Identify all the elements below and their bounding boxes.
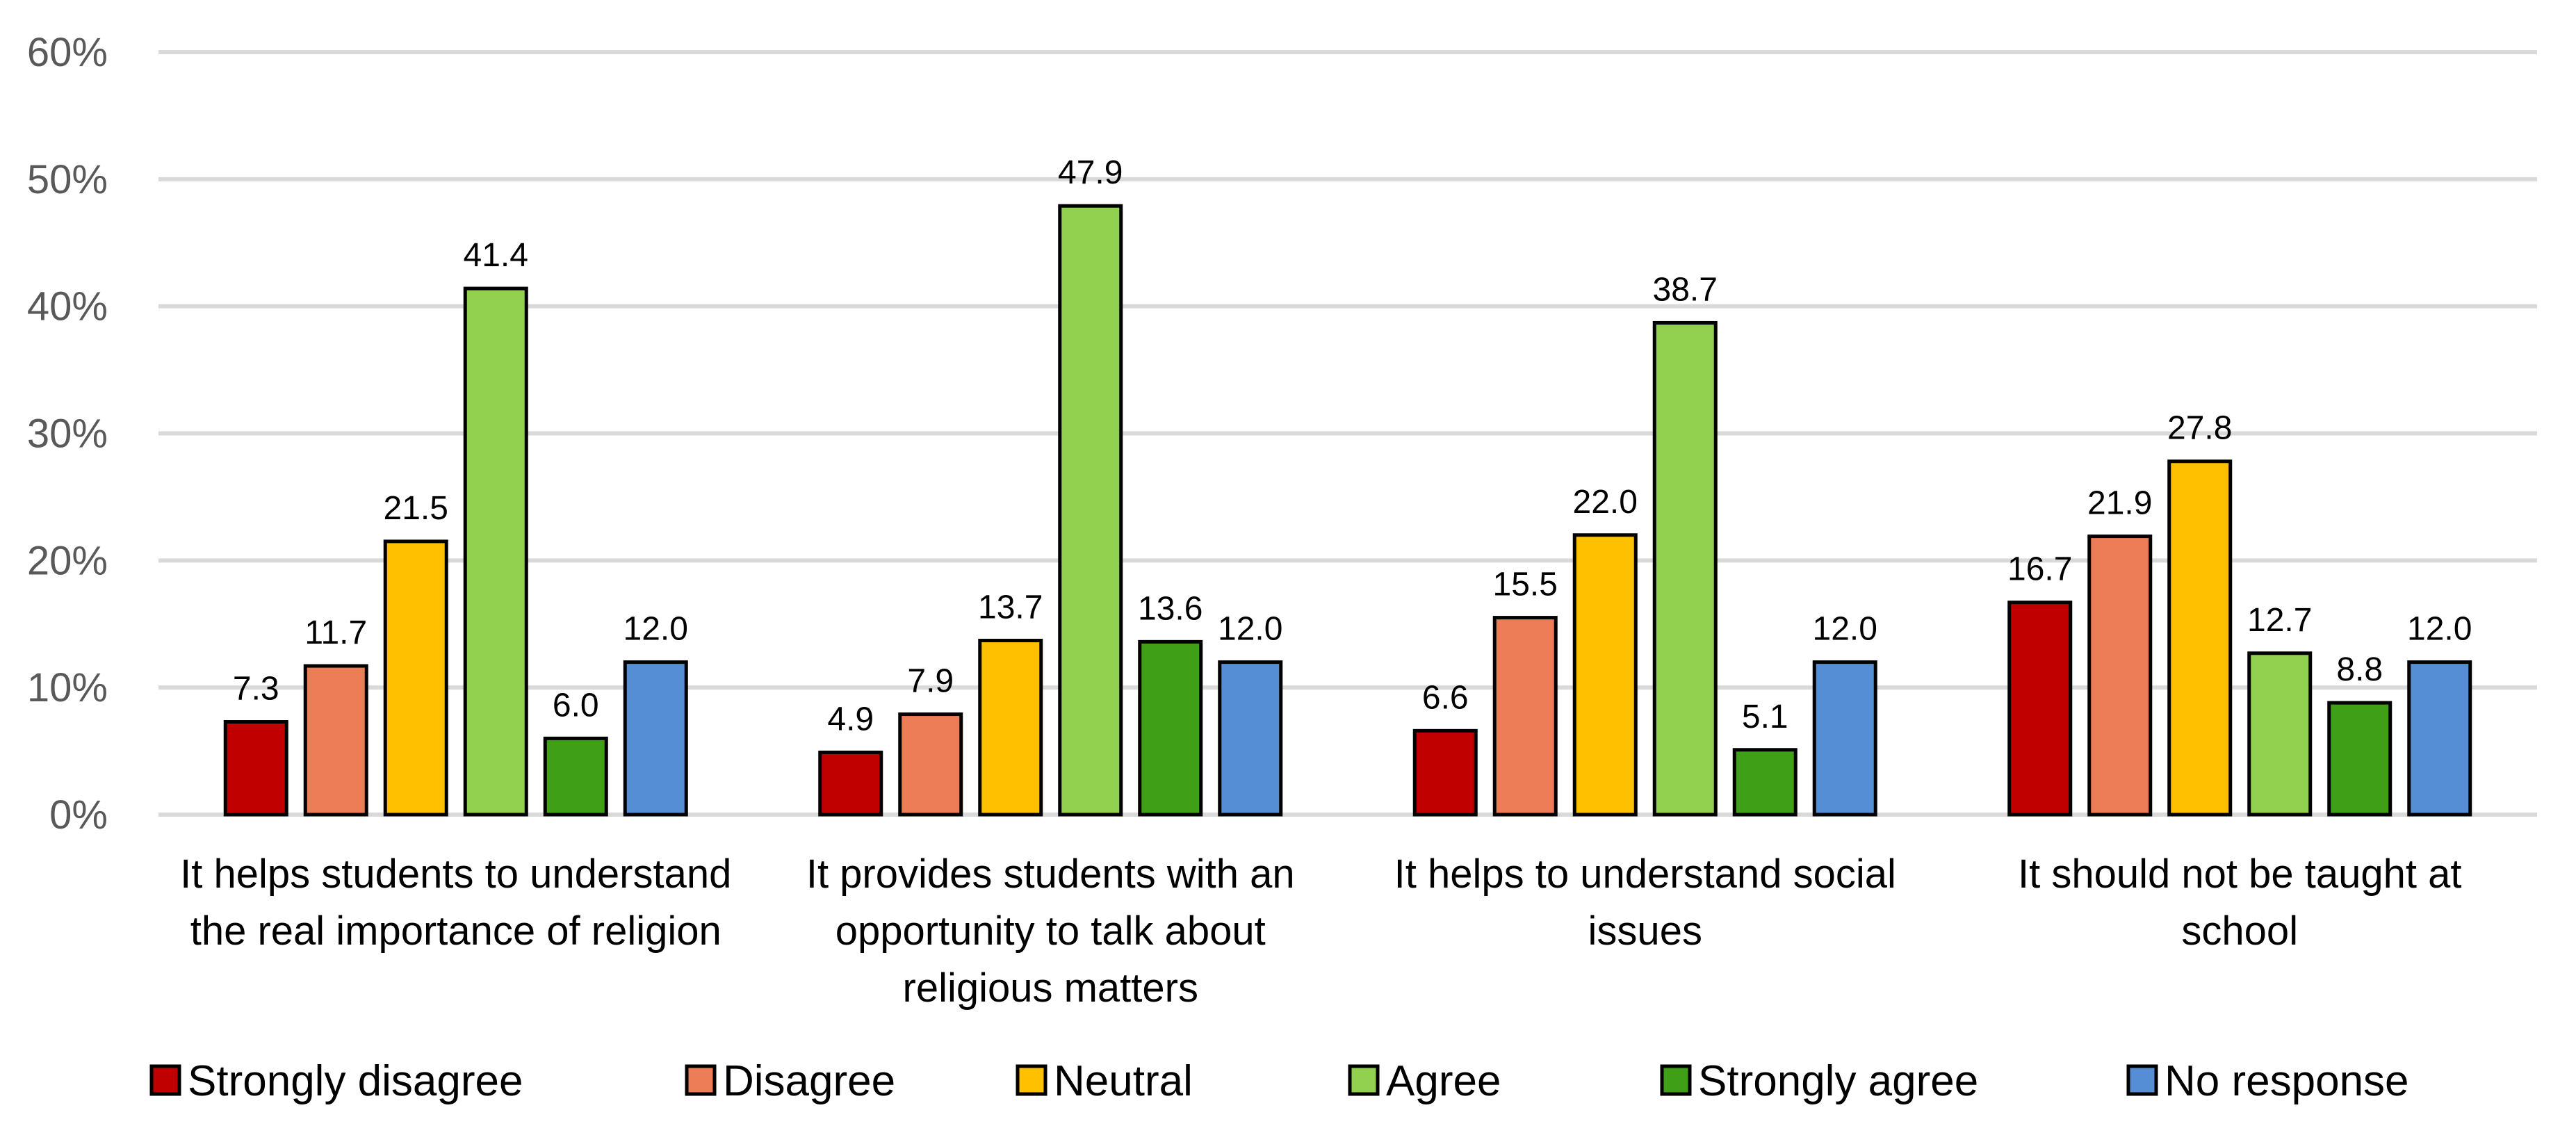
bar-disagree: [2087, 535, 2153, 817]
data-label: 13.7: [978, 589, 1043, 626]
data-label: 47.9: [1058, 154, 1123, 191]
legend-item-no-response: No response: [2126, 1057, 2409, 1105]
legend-item-neutral: Neutral: [1016, 1057, 1193, 1105]
y-tick-label: 60%: [27, 30, 108, 75]
data-label: 13.6: [1138, 590, 1203, 627]
data-label: 12.0: [1813, 611, 1877, 648]
category-label: It helps to understand social: [1394, 851, 1896, 897]
data-label: 12.7: [2247, 602, 2312, 639]
legend-item-disagree: Disagree: [685, 1057, 895, 1105]
y-axis-tick-labels: 0% 10% 20% 30% 40% 50% 60%: [27, 30, 108, 838]
data-label: 5.1: [1742, 699, 1788, 735]
bar-strongly-agree: [1732, 748, 1798, 817]
gridlines: [158, 50, 2537, 817]
bar-agree: [1652, 320, 1718, 817]
bar-agree: [2247, 651, 2313, 817]
bar-neutral: [978, 639, 1043, 817]
data-label: 12.0: [1218, 611, 1282, 648]
bar-strongly-disagree: [1412, 728, 1478, 817]
data-label: 6.0: [553, 687, 599, 724]
legend-swatch: [1660, 1064, 1692, 1096]
data-label: 21.9: [2087, 485, 2152, 522]
legend-label: Neutral: [1054, 1057, 1193, 1105]
bar-agree: [1058, 204, 1123, 817]
bar-strongly-agree: [543, 736, 608, 817]
legend-item-strongly-disagree: Strongly disagree: [149, 1057, 523, 1105]
bar-neutral: [383, 539, 448, 817]
y-tick-label: 40%: [27, 284, 108, 329]
category-label: It helps students to understand: [180, 851, 731, 897]
category-label: religious matters: [903, 965, 1198, 1011]
category-label: opportunity to talk about: [835, 908, 1266, 954]
bar-disagree: [1492, 616, 1558, 817]
data-label: 6.6: [1422, 679, 1469, 716]
bar-no-response: [623, 660, 688, 817]
category-label: school: [2181, 908, 2298, 954]
bar-neutral: [2167, 459, 2233, 817]
legend: Strongly disagree Disagree Neutral Agree Str…: [149, 1057, 2409, 1105]
bar-neutral: [1572, 533, 1638, 817]
legend-item-strongly-agree: Strongly agree: [1660, 1057, 1978, 1105]
legend-label: Strongly disagree: [188, 1057, 523, 1105]
data-label: 41.4: [464, 237, 528, 274]
legend-label: Strongly agree: [1698, 1057, 1978, 1105]
data-label: 27.8: [2167, 410, 2232, 447]
bar-strongly-disagree: [2007, 601, 2073, 817]
category-label: issues: [1588, 908, 1702, 954]
legend-label: Agree: [1386, 1057, 1501, 1105]
legend-swatch: [1016, 1064, 1047, 1096]
data-labels: 7.3 11.7 21.5 41.4 6.0 12.0 4.9 7.9 13.7 47.9 13.6…: [233, 154, 2472, 737]
legend-item-agree: Agree: [1348, 1057, 1501, 1105]
y-tick-label: 30%: [27, 411, 108, 457]
category-label: It should not be taught at: [2018, 851, 2461, 897]
category-label: It provides students with an: [806, 851, 1295, 897]
bars: [223, 204, 2472, 817]
bar-no-response: [1218, 660, 1283, 817]
bar-strongly-agree: [1138, 639, 1203, 817]
legend-swatch: [149, 1064, 181, 1096]
y-tick-label: 20%: [27, 538, 108, 583]
data-label: 11.7: [304, 614, 367, 651]
legend-swatch: [2126, 1064, 2158, 1096]
bar-disagree: [898, 712, 963, 817]
bar-strongly-disagree: [223, 720, 288, 817]
y-tick-label: 0%: [49, 792, 108, 838]
bar-strongly-disagree: [818, 750, 883, 817]
category-label: the real importance of religion: [190, 908, 722, 954]
data-label: 7.9: [907, 663, 954, 700]
data-label: 12.0: [623, 611, 688, 648]
data-label: 38.7: [1653, 271, 1718, 308]
bar-no-response: [1812, 660, 1877, 817]
data-label: 15.5: [1493, 566, 1558, 603]
data-label: 7.3: [233, 671, 279, 708]
x-axis-category-labels: It helps students to understand the real …: [180, 851, 2461, 1011]
legend-swatch: [685, 1064, 717, 1096]
data-label: 12.0: [2407, 611, 2472, 648]
legend-label: No response: [2165, 1057, 2409, 1105]
legend-swatch: [1348, 1064, 1380, 1096]
bar-disagree: [303, 664, 368, 817]
bar-agree: [463, 286, 528, 817]
data-label: 22.0: [1573, 484, 1638, 521]
data-label: 16.7: [2007, 551, 2072, 588]
data-label: 21.5: [384, 490, 448, 527]
bar-strongly-agree: [2327, 701, 2392, 817]
data-label: 8.8: [2336, 651, 2383, 688]
y-tick-label: 10%: [27, 665, 108, 710]
y-tick-label: 50%: [27, 157, 108, 202]
data-label: 4.9: [827, 701, 874, 737]
bar-no-response: [2407, 660, 2472, 817]
legend-label: Disagree: [723, 1057, 895, 1105]
